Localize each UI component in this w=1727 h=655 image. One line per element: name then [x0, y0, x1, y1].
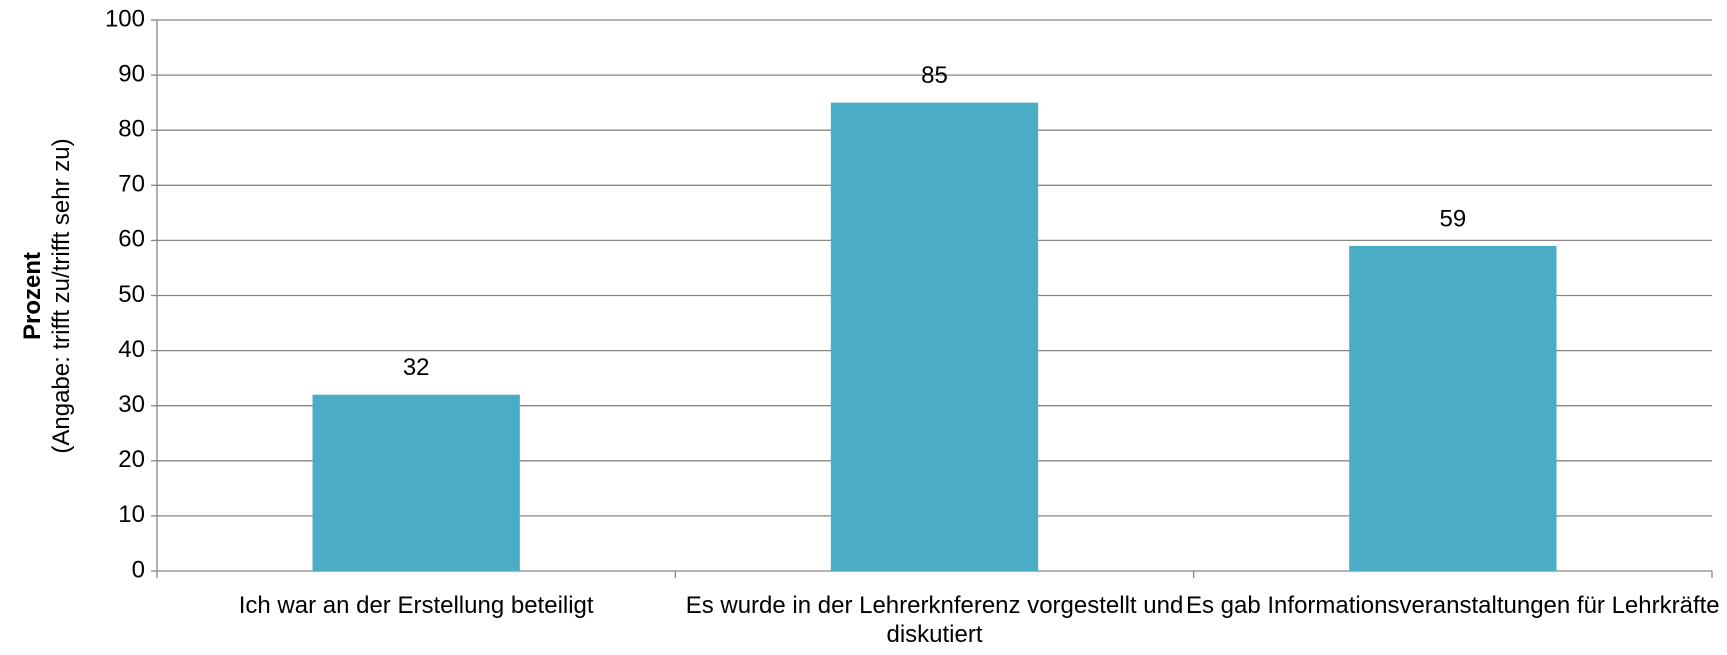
y-tick-label: 0	[132, 556, 145, 583]
y-tick-label: 50	[118, 281, 145, 308]
bar	[1349, 245, 1557, 571]
y-tick-label: 20	[118, 446, 145, 473]
y-tick-label: 10	[118, 501, 145, 528]
x-tick-label: Ich war an der Erstellung beteiligt	[238, 592, 594, 619]
data-label: 85	[921, 62, 948, 89]
y-tick-label: 90	[118, 60, 145, 87]
bar	[830, 102, 1039, 572]
y-tick-label: 80	[118, 116, 145, 143]
y-tick-label: 60	[118, 226, 145, 253]
y-tick-label: 40	[118, 336, 145, 363]
y-tick-label: 100	[105, 5, 145, 32]
x-tick-label: Es gab Informationsveranstaltungen für L…	[1186, 592, 1720, 619]
y-tick-label: 70	[118, 171, 145, 198]
y-tick-label: 30	[118, 391, 145, 418]
y-axis-note: (Angabe: trifft zu/trifft sehr zu)	[48, 138, 75, 453]
bar	[312, 394, 520, 571]
data-label: 59	[1439, 205, 1466, 232]
data-label: 32	[403, 354, 430, 381]
y-axis-title: Prozent	[19, 252, 46, 340]
y-axis-label: Prozent(Angabe: trifft zu/trifft sehr zu…	[19, 138, 75, 453]
x-tick-label: Es wurde in der Lehrerknferenz vorgestel…	[685, 592, 1184, 648]
